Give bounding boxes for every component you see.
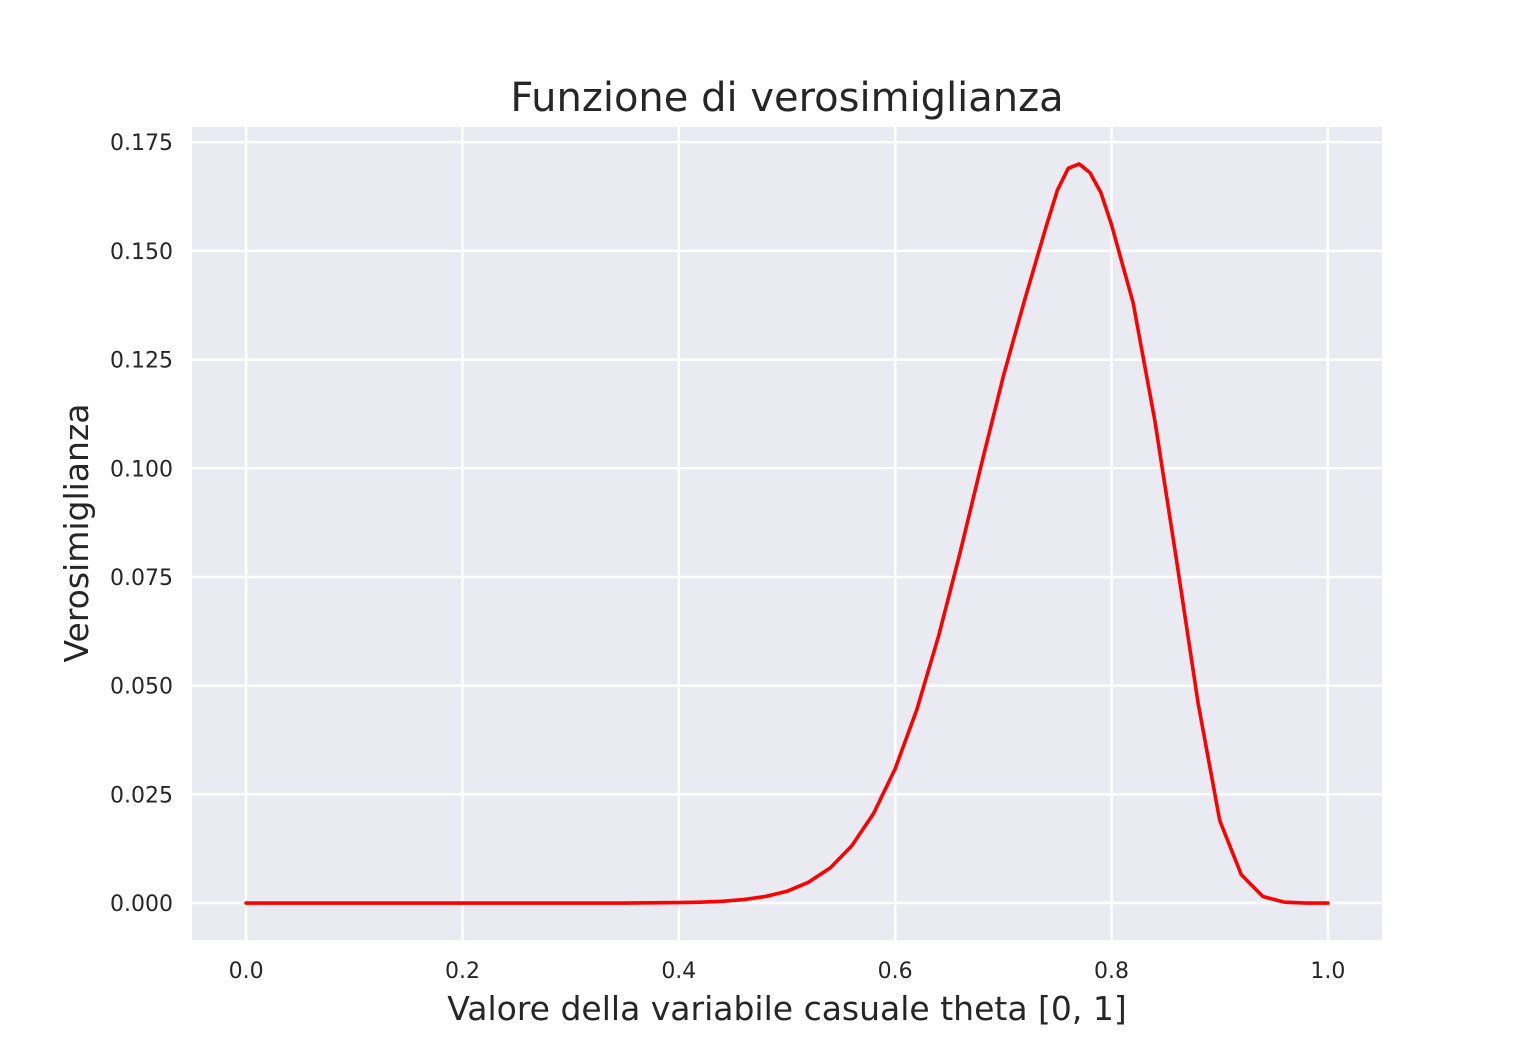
- y-tick-label: 0.100: [110, 457, 173, 482]
- series-layer: [244, 162, 1330, 905]
- y-axis-label: Verosimiglianza: [57, 404, 96, 663]
- likelihood-line: [244, 162, 1330, 905]
- x-tick-label: 0.6: [878, 959, 913, 984]
- y-tick-label: 0.025: [110, 783, 173, 808]
- x-tick-label: 0.2: [445, 959, 480, 984]
- x-tick-label: 0.0: [229, 959, 264, 984]
- plot-area: [192, 127, 1382, 940]
- chart-title: Funzione di verosimiglianza: [510, 75, 1063, 121]
- y-tick-label: 0.125: [110, 349, 173, 374]
- y-tick-label: 0.075: [110, 566, 173, 591]
- y-gridlines: [192, 140, 1382, 905]
- y-tick-label: 0.000: [110, 892, 173, 917]
- x-tick-label: 0.8: [1094, 959, 1129, 984]
- y-tick-labels: 0.000 0.025 0.050 0.075 0.100 0.125 0.150 0.175: [110, 131, 173, 917]
- x-gridlines: [244, 127, 1330, 940]
- y-tick-label: 0.175: [110, 131, 173, 156]
- y-tick-label: 0.050: [110, 675, 173, 700]
- x-axis-label: Valore della variabile casuale theta [0,…: [447, 989, 1127, 1028]
- x-tick-label: 0.4: [661, 959, 696, 984]
- x-tick-label: 1.0: [1310, 959, 1345, 984]
- x-tick-labels: 0.0 0.2 0.4 0.6 0.8 1.0: [229, 959, 1346, 984]
- y-tick-label: 0.150: [110, 240, 173, 265]
